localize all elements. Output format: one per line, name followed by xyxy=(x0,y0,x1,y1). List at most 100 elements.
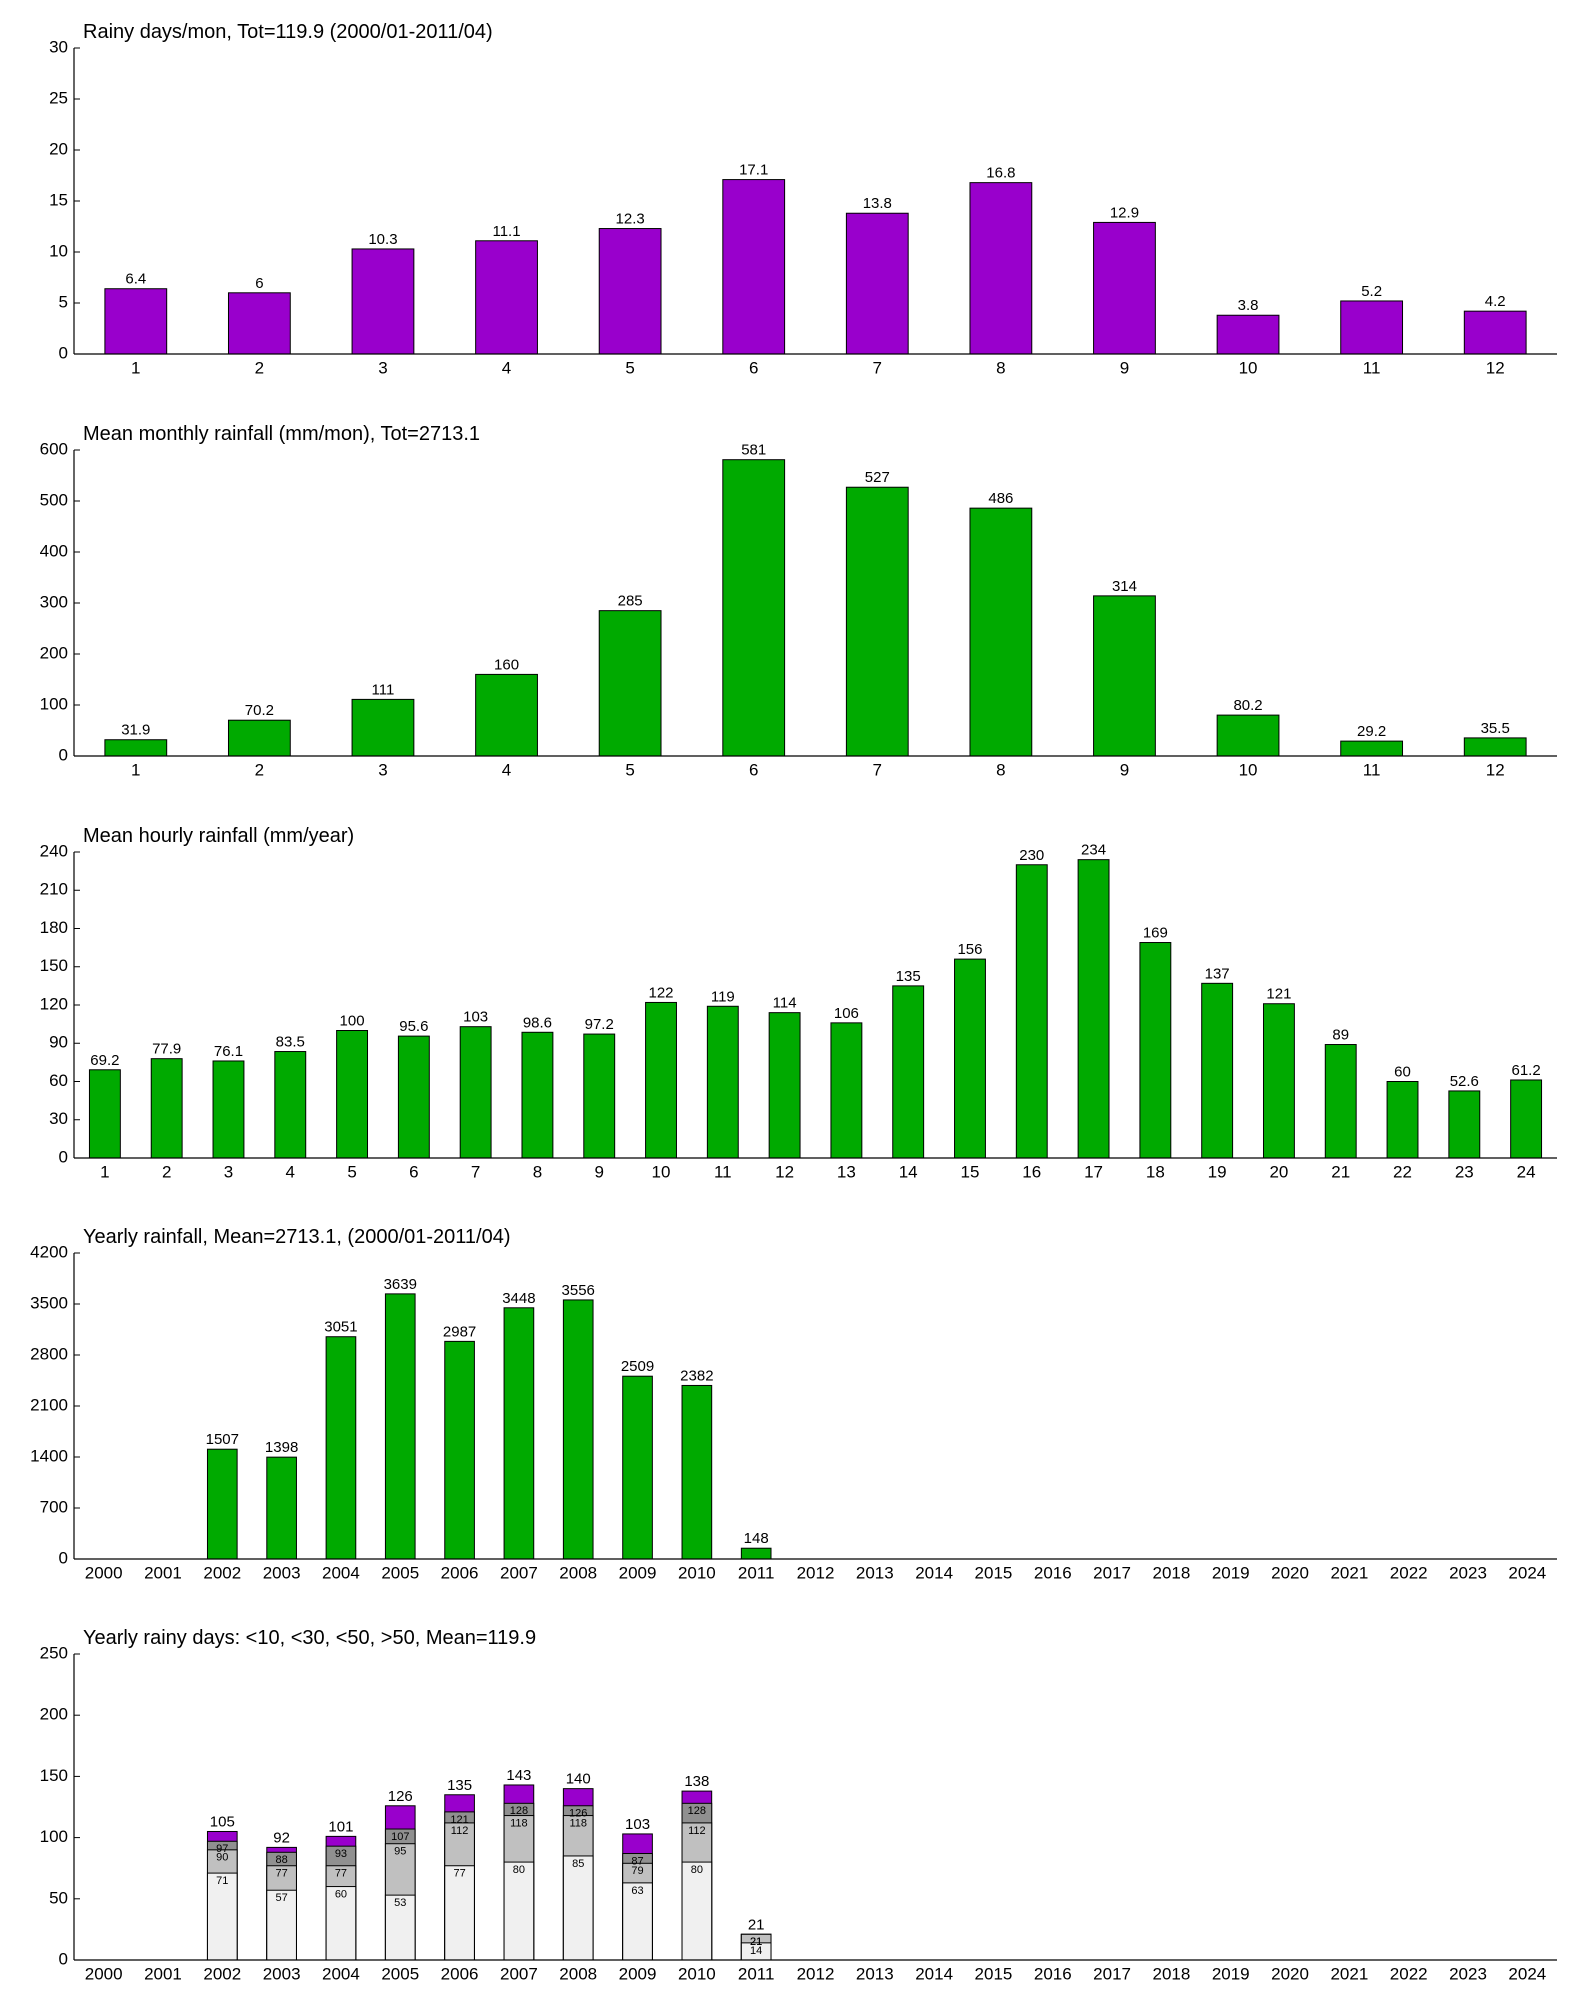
value-label: 169 xyxy=(1143,925,1168,942)
value-label: 31.9 xyxy=(121,722,150,739)
x-tick-label: 9 xyxy=(1120,760,1129,779)
value-label: 3556 xyxy=(562,1282,595,1299)
x-tick-label: 2011 xyxy=(738,1964,775,1983)
y-tick-label: 180 xyxy=(40,918,68,937)
bar xyxy=(845,486,909,757)
bar xyxy=(444,1865,475,1961)
bar xyxy=(598,610,662,757)
value-label: 80.2 xyxy=(1233,697,1262,714)
bar xyxy=(1463,310,1527,355)
bar xyxy=(892,985,925,1159)
x-tick-label: 2016 xyxy=(1034,1964,1072,1983)
x-tick-label: 2007 xyxy=(500,1563,538,1582)
value-label: 112 xyxy=(451,1825,469,1837)
bar xyxy=(1463,737,1527,757)
bar xyxy=(475,673,538,757)
bar xyxy=(1510,1079,1543,1159)
chart-title: Yearly rainy days: <10, <30, <50, >50, M… xyxy=(83,1627,536,1649)
x-tick-label: 12 xyxy=(775,1162,794,1181)
bar xyxy=(104,288,168,355)
x-tick-label: 2010 xyxy=(678,1964,716,1983)
x-tick-label: 10 xyxy=(1239,358,1258,377)
x-tick-label: 2002 xyxy=(203,1964,241,1983)
y-tick-label: 0 xyxy=(59,1949,68,1968)
y-tick-label: 50 xyxy=(49,1888,68,1907)
y-tick-label: 150 xyxy=(40,956,68,975)
bar xyxy=(1262,1003,1295,1159)
x-tick-label: 7 xyxy=(873,760,882,779)
bar xyxy=(845,212,909,355)
bar xyxy=(969,507,1033,757)
bar xyxy=(1340,300,1404,355)
x-tick-label: 2003 xyxy=(263,1964,301,1983)
bar xyxy=(397,1035,430,1159)
value-label: 114 xyxy=(773,995,797,1012)
value-label: 60 xyxy=(1394,1064,1411,1081)
value-label: 121 xyxy=(1266,986,1291,1003)
bar xyxy=(325,1886,357,1961)
value-label: 35.5 xyxy=(1481,720,1510,737)
bar xyxy=(1201,982,1234,1159)
bar xyxy=(645,1001,677,1159)
x-tick-label: 7 xyxy=(873,358,882,377)
value-label: 95 xyxy=(394,1846,406,1858)
x-tick-label: 21 xyxy=(1331,1162,1350,1181)
value-label: 21 xyxy=(750,1936,762,1948)
bar xyxy=(768,1012,801,1159)
x-tick-label: 8 xyxy=(533,1162,542,1181)
y-tick-label: 100 xyxy=(40,694,68,713)
bar xyxy=(150,1058,183,1159)
x-tick-label: 16 xyxy=(1022,1162,1041,1181)
value-label: 57 xyxy=(275,1892,287,1904)
x-tick-label: 10 xyxy=(1239,760,1258,779)
y-tick-label: 120 xyxy=(40,994,68,1013)
value-label: 2382 xyxy=(680,1367,713,1384)
bar xyxy=(1216,714,1280,757)
value-label: 2509 xyxy=(621,1358,654,1375)
bar xyxy=(227,719,291,757)
x-tick-label: 2017 xyxy=(1093,1563,1131,1582)
bar xyxy=(1324,1044,1357,1159)
x-tick-label: 6 xyxy=(409,1162,418,1181)
x-tick-label: 9 xyxy=(1120,358,1129,377)
value-label: 148 xyxy=(744,1530,769,1547)
value-label: 6 xyxy=(255,275,263,292)
x-tick-label: 4 xyxy=(502,760,511,779)
bar xyxy=(1139,942,1172,1159)
bar xyxy=(1216,314,1280,355)
value-label: 3639 xyxy=(384,1276,417,1293)
bar xyxy=(384,1894,416,1961)
x-tick-label: 2013 xyxy=(856,1964,894,1983)
x-tick-label: 12 xyxy=(1486,358,1505,377)
bar xyxy=(274,1051,307,1159)
value-label: 121 xyxy=(450,1814,468,1826)
x-tick-label: 6 xyxy=(749,760,758,779)
x-tick-label: 2012 xyxy=(797,1563,835,1582)
value-label: 2987 xyxy=(443,1323,476,1340)
x-tick-label: 2023 xyxy=(1449,1964,1487,1983)
value-label: 118 xyxy=(510,1817,528,1829)
x-tick-label: 19 xyxy=(1208,1162,1227,1181)
x-tick-label: 2013 xyxy=(856,1563,894,1582)
value-label: 527 xyxy=(865,469,890,486)
bar xyxy=(206,1872,238,1961)
x-tick-label: 6 xyxy=(749,358,758,377)
value-label: 52.6 xyxy=(1450,1073,1479,1090)
value-label: 1398 xyxy=(265,1439,298,1456)
value-label: 160 xyxy=(494,656,519,673)
y-tick-label: 5 xyxy=(59,292,68,311)
x-tick-label: 2022 xyxy=(1390,1563,1428,1582)
bar xyxy=(969,182,1033,355)
value-label: 71 xyxy=(216,1875,228,1887)
x-tick-label: 2 xyxy=(162,1162,171,1181)
value-label: 140 xyxy=(566,1771,591,1788)
x-tick-label: 3 xyxy=(378,760,387,779)
x-tick-label: 2005 xyxy=(381,1964,419,1983)
value-label: 128 xyxy=(688,1805,706,1817)
x-tick-label: 10 xyxy=(652,1162,671,1181)
value-label: 4.2 xyxy=(1485,293,1506,310)
y-tick-label: 210 xyxy=(40,880,68,899)
value-label: 80 xyxy=(513,1864,525,1876)
x-tick-label: 3 xyxy=(224,1162,233,1181)
x-tick-label: 3 xyxy=(378,358,387,377)
